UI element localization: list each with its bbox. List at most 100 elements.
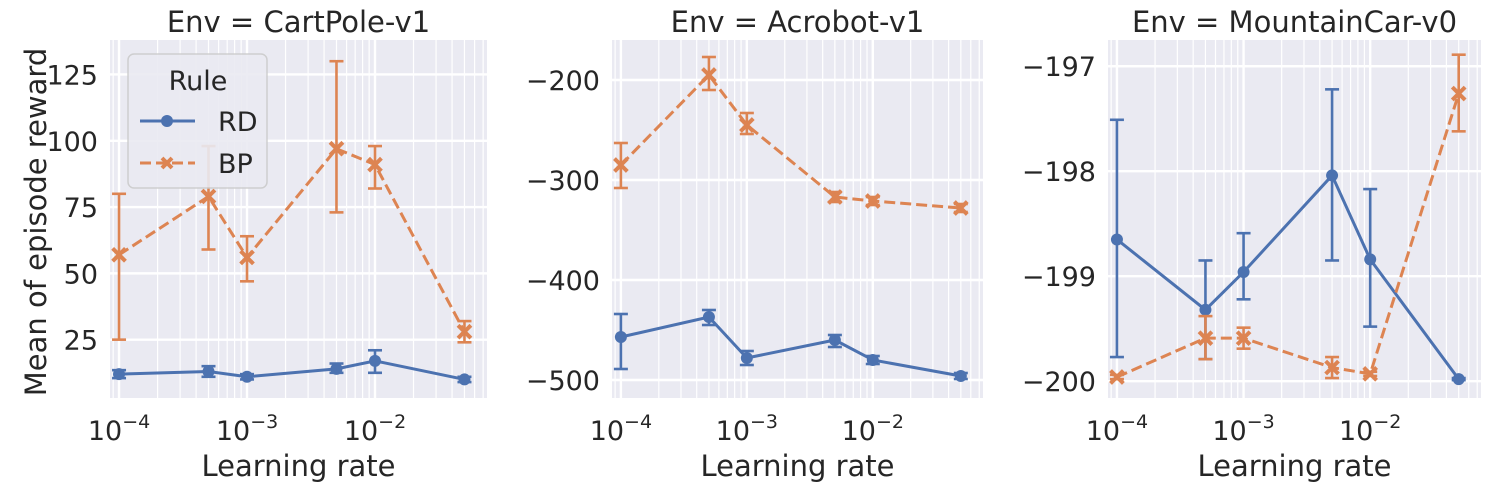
- subplot-1: −500 −400 −300 −200 10−4 10−3 10−2 Env = Acrobo…: [526, 5, 983, 483]
- x-tick-label: 10−4: [590, 411, 652, 447]
- marker-circle: [954, 370, 967, 382]
- legend-label: BP: [218, 149, 253, 180]
- x-tick-label: 10−4: [88, 411, 150, 447]
- legend-entry-rd: RD: [140, 107, 258, 138]
- y-tick-label: −200: [526, 66, 600, 97]
- marker-x: [1235, 330, 1252, 346]
- series-line: [118, 359, 465, 381]
- marker-circle: [1364, 253, 1377, 266]
- x-tick-base: 10: [1339, 416, 1373, 447]
- marker-x: [456, 323, 473, 340]
- marker-x: [111, 246, 127, 263]
- marker-x: [1362, 366, 1379, 382]
- y-tick-label: −300: [526, 166, 600, 197]
- marker-x: [701, 67, 717, 83]
- series-line: [620, 315, 962, 378]
- marker-circle: [113, 368, 126, 381]
- marker-circle: [1452, 373, 1465, 386]
- marker-x: [328, 140, 345, 157]
- x-tick-label: 10−2: [842, 411, 904, 447]
- x-tick-base: 10: [216, 416, 250, 447]
- marker-x: [239, 249, 255, 266]
- marker-circle: [828, 334, 841, 346]
- legend-marker-circle: [161, 115, 173, 127]
- marker-x: [864, 193, 881, 209]
- x-tick-label: 10−4: [1086, 411, 1148, 447]
- x-tick-label: 10−2: [344, 411, 406, 447]
- x-tick-exponent: −2: [876, 411, 904, 433]
- marker-circle: [1110, 233, 1123, 246]
- y-tick-label: 75: [64, 193, 98, 224]
- marker-circle: [1237, 266, 1250, 279]
- legend-entry-bp: BP: [140, 149, 253, 180]
- x-tick-exponent: −3: [750, 411, 778, 433]
- series-rd: [112, 348, 472, 386]
- marker-circle: [1326, 169, 1339, 182]
- x-tick-base: 10: [1212, 416, 1246, 447]
- marker-x: [1324, 359, 1340, 376]
- marker-circle: [866, 354, 879, 366]
- marker-circle: [702, 311, 715, 323]
- x-axis-label: Learning rate: [1197, 449, 1391, 483]
- marker-circle: [241, 370, 254, 383]
- legend-label: RD: [218, 107, 258, 138]
- marker-x: [1109, 369, 1125, 385]
- x-tick-exponent: −4: [1120, 411, 1148, 433]
- series-line: [619, 72, 961, 210]
- marker-circle: [458, 373, 471, 386]
- y-tick-label: −500: [526, 366, 600, 397]
- x-axis-label: Learning rate: [700, 449, 894, 483]
- x-tick-exponent: −4: [122, 411, 150, 433]
- y-axis-label: Mean of episode reward: [19, 48, 53, 396]
- legend-box: [127, 53, 268, 189]
- marker-x: [200, 188, 217, 205]
- y-tick-label: −200: [1022, 367, 1096, 398]
- x-tick-label: 10−3: [216, 411, 278, 447]
- y-tick-label: −199: [1022, 262, 1096, 293]
- x-tick-label: 10−3: [1212, 411, 1274, 447]
- series-line: [118, 146, 466, 333]
- y-tick-label: 100: [46, 127, 98, 158]
- marker-x: [613, 157, 629, 173]
- x-tick-exponent: −2: [378, 411, 406, 433]
- marker-x: [827, 189, 843, 205]
- marker-circle: [202, 365, 215, 378]
- subplot-title: Env = CartPole-v1: [167, 5, 430, 39]
- subplot-title: Env = Acrobot-v1: [671, 5, 925, 39]
- x-tick-exponent: −3: [250, 411, 278, 433]
- marker-x: [367, 156, 383, 173]
- x-tick-exponent: −4: [624, 411, 652, 433]
- series-bp: [613, 55, 969, 216]
- legend-title: Rule: [169, 66, 228, 97]
- series-bp: [1109, 53, 1467, 385]
- plot-background: [612, 40, 983, 398]
- marker-x: [1450, 85, 1467, 102]
- series-line: [1116, 172, 1460, 380]
- x-tick-base: 10: [1086, 416, 1120, 447]
- x-tick-base: 10: [716, 416, 750, 447]
- marker-circle: [614, 331, 627, 343]
- marker-circle: [740, 352, 753, 364]
- x-tick-exponent: −3: [1247, 411, 1275, 433]
- marker-x: [1197, 330, 1214, 346]
- marker-circle: [369, 354, 382, 367]
- y-tick-label: −198: [1022, 157, 1096, 188]
- x-tick-exponent: −2: [1373, 411, 1401, 433]
- error-bar: [329, 59, 344, 214]
- error-bar: [112, 192, 127, 341]
- y-tick-label: 50: [64, 259, 98, 290]
- x-tick-base: 10: [88, 416, 122, 447]
- legend: Rule RD BP: [127, 53, 268, 189]
- y-tick-label: −400: [526, 266, 600, 297]
- x-tick-label: 10−2: [1339, 411, 1401, 447]
- legend-marker-x: [160, 156, 174, 170]
- x-axis-label: Learning rate: [201, 449, 395, 483]
- x-tick-base: 10: [344, 416, 378, 447]
- y-tick-label: 25: [64, 326, 98, 357]
- plot-background: [1108, 40, 1481, 398]
- marker-circle: [1199, 303, 1212, 316]
